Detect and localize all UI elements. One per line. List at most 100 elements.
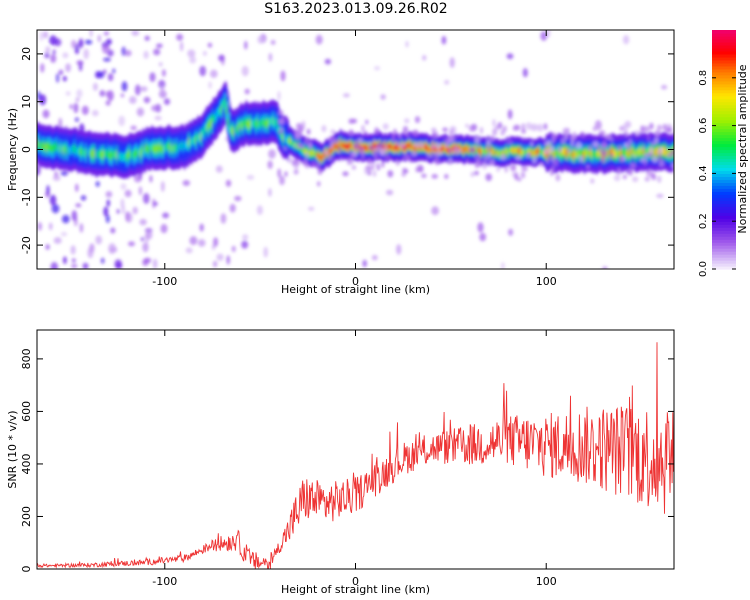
halo-speckle: [610, 137, 614, 143]
colorbar-swatch: [712, 236, 736, 240]
figure-title: S163.2023.013.09.26.R02: [264, 1, 448, 17]
heat-speckle: [143, 96, 151, 104]
heat-speckle: [65, 63, 71, 73]
halo-speckle: [398, 133, 402, 140]
halo-speckle: [393, 128, 397, 135]
heat-speckle: [138, 186, 143, 196]
heat-speckle: [145, 230, 153, 240]
heat-speckle: [70, 245, 76, 255]
halo-speckle: [328, 136, 335, 141]
heat-speckle: [143, 193, 150, 204]
heat-speckle: [118, 115, 125, 127]
heat-speckle: [53, 237, 62, 244]
colorbar-swatch: [712, 167, 736, 172]
colorbar-swatch: [712, 164, 736, 169]
halo-speckle: [430, 143, 435, 150]
y-tick-label: 600: [20, 401, 33, 422]
halo-speckle: [592, 141, 599, 148]
halo-speckle: [374, 146, 381, 152]
halo-speckle: [602, 140, 608, 149]
heat-speckle: [107, 90, 114, 102]
colorbar-swatch: [712, 83, 736, 88]
halo-speckle: [368, 145, 374, 151]
halo-speckle: [657, 175, 662, 183]
heat-speckle: [95, 181, 100, 187]
halo-speckle: [297, 142, 304, 148]
colorbar-swatch: [712, 176, 736, 180]
halo-speckle: [391, 136, 396, 143]
snr-series-line: [37, 342, 674, 569]
snr-axes: -100 0 100 0 200 400 600 800: [20, 330, 674, 588]
halo-speckle: [527, 152, 531, 158]
colorbar-swatch: [712, 185, 736, 189]
heat-speckle: [187, 49, 196, 58]
halo-speckle: [654, 137, 659, 143]
colorbar-swatch: [712, 218, 736, 222]
halo-speckle: [316, 181, 321, 187]
halo-speckle: [361, 124, 365, 133]
halo-speckle: [474, 170, 479, 176]
heat-speckle: [163, 98, 171, 105]
colorbar-swatch: [712, 74, 736, 79]
heat-speckle: [477, 222, 484, 233]
colorbar-swatch: [712, 209, 736, 213]
halo-speckle: [406, 133, 410, 139]
halo-speckle: [348, 129, 354, 137]
heat-speckle: [95, 71, 102, 79]
halo-speckle: [575, 141, 582, 150]
heat-speckle: [45, 244, 50, 250]
heat-speckle: [105, 214, 110, 224]
heat-speckle: [242, 234, 249, 241]
halo-speckle: [466, 158, 469, 164]
heat-speckle: [268, 149, 276, 159]
heat-speckle: [444, 79, 450, 85]
heat-speckle: [162, 212, 170, 219]
heat-speckle: [71, 39, 77, 49]
halo-speckle: [616, 145, 623, 150]
heat-speckle: [507, 109, 513, 120]
heat-speckle: [386, 189, 394, 196]
colorbar-swatch: [712, 257, 736, 261]
heat-speckle: [220, 213, 227, 224]
spectrogram-heatmap: [37, 30, 674, 269]
halo-speckle: [532, 156, 537, 164]
snr-x-axis-label: Height of straight line (km): [281, 583, 430, 596]
halo-speckle: [651, 156, 658, 163]
halo-speckle: [570, 139, 574, 147]
halo-speckle: [412, 129, 419, 137]
halo-speckle: [626, 168, 634, 174]
heat-speckle: [479, 232, 487, 242]
heat-speckle: [143, 50, 149, 59]
heat-speckle: [209, 69, 218, 79]
heat-speckle: [106, 199, 111, 207]
halo-speckle: [434, 142, 442, 150]
halo-speckle: [387, 170, 394, 178]
y-tick-label: 400: [20, 453, 33, 474]
halo-speckle: [629, 162, 637, 169]
colorbar-swatch: [712, 125, 736, 130]
colorbar-swatch: [712, 107, 736, 112]
halo-speckle: [632, 176, 639, 183]
halo-speckle: [601, 149, 607, 157]
colorbar-swatch: [712, 266, 736, 270]
heat-speckle: [79, 223, 84, 233]
colorbar-swatch: [712, 158, 736, 163]
halo-speckle: [465, 123, 469, 128]
heat-speckle: [51, 204, 60, 214]
heat-speckle: [60, 171, 69, 176]
heat-speckle: [342, 93, 350, 98]
heat-speckle: [125, 211, 130, 222]
heat-speckle: [115, 262, 123, 269]
y-tick-label: -10: [20, 188, 33, 206]
heat-speckle: [74, 117, 79, 122]
halo-speckle: [496, 166, 501, 172]
halo-speckle: [537, 123, 544, 132]
halo-speckle: [468, 124, 476, 132]
halo-speckle: [278, 109, 284, 116]
heat-speckle: [234, 195, 242, 202]
halo-speckle: [330, 129, 336, 135]
halo-speckle: [364, 167, 368, 175]
heat-speckle: [374, 66, 381, 71]
heat-speckle: [140, 237, 145, 242]
